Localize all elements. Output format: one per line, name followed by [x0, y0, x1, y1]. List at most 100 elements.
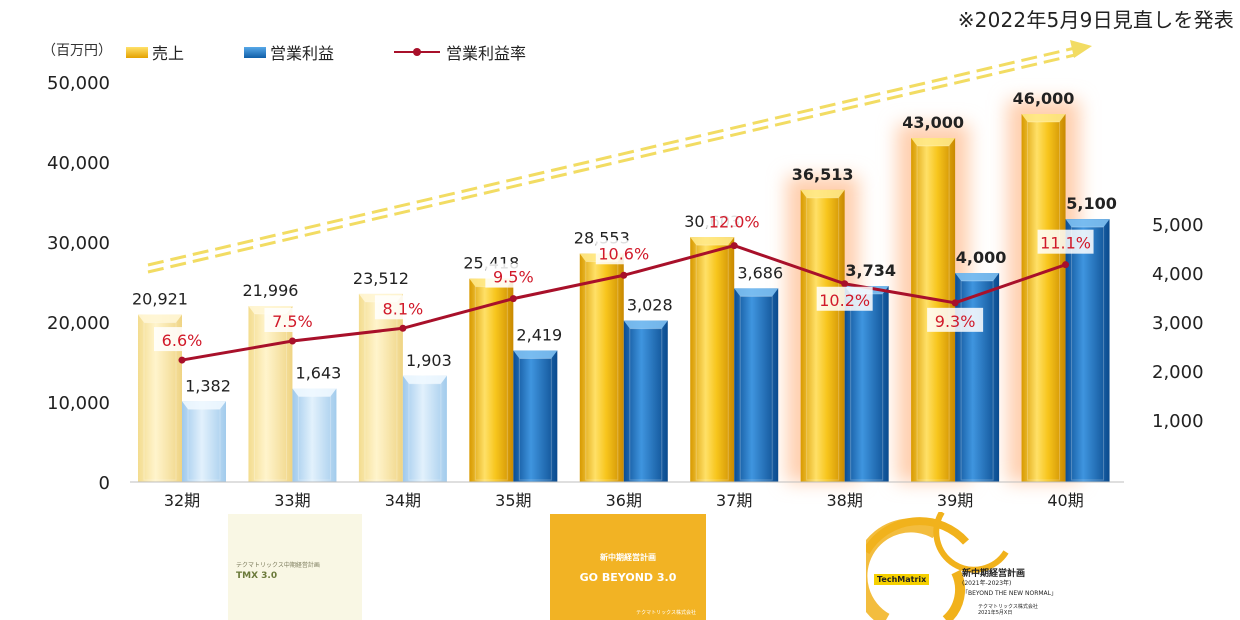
y-left-tick-label: 50,000 — [47, 73, 110, 94]
thumbnail-3-company: テクマトリックス株式会社 — [978, 604, 1038, 610]
thumbnail-go-beyond-3-0: 新中期経営計画 GO BEYOND 3.0 テクマトリックス株式会社 — [550, 514, 706, 620]
op-margin-value-label: 12.0% — [709, 213, 760, 232]
x-tick-label: 34期 — [385, 491, 421, 510]
x-tick-label: 35期 — [495, 491, 531, 510]
bar-sales-2 — [358, 293, 403, 482]
op-margin-point-8 — [1062, 261, 1070, 269]
op-profit-value-label: 3,734 — [845, 261, 896, 280]
trend-arrow-head — [1070, 40, 1092, 58]
bar-op-profit-0 — [182, 401, 226, 482]
op-margin-point-5 — [730, 242, 738, 250]
op-margin-point-6 — [841, 280, 849, 288]
op-margin-point-2 — [399, 324, 407, 332]
op-margin-label-bg — [264, 308, 321, 332]
op-margin-value-label: 10.2% — [819, 291, 870, 310]
op-margin-point-0 — [178, 356, 186, 364]
revision-note: ※2022年5月9日見直しを発表 — [957, 8, 1234, 32]
op-profit-value-label: 5,100 — [1066, 194, 1117, 213]
op-margin-value-label: 6.6% — [162, 331, 203, 350]
x-tick-label: 38期 — [826, 491, 862, 510]
thumbnail-1-title: テクマトリックス中期経営計画 — [236, 562, 320, 569]
op-margin-label-bg — [927, 307, 984, 332]
y-left-tick-label: 40,000 — [47, 153, 110, 174]
op-margin-point-1 — [288, 337, 296, 345]
x-tick-label: 33期 — [274, 491, 310, 510]
thumbnail-3-date: 2021年5月X日 — [978, 610, 1013, 616]
bar-sales-3 — [469, 278, 514, 482]
op-margin-label-bg — [154, 327, 210, 352]
bar-op-profit-2 — [402, 375, 447, 482]
y-right-tick-label: 4,000 — [1152, 264, 1204, 285]
thumbnail-1-subtitle: TMX 3.0 — [236, 571, 278, 581]
op-margin-label-bg — [1037, 229, 1094, 254]
sales-value-label: 36,513 — [792, 165, 854, 184]
op-margin-value-label: 10.6% — [598, 244, 649, 263]
op-margin-point-7 — [951, 299, 959, 307]
y-left-tick-label: 30,000 — [47, 233, 110, 254]
thumbnail-3-slogan: 「BEYOND THE NEW NORMAL」 — [962, 590, 1057, 597]
op-margin-label-bg — [706, 208, 763, 233]
op-margin-label-bg — [485, 263, 542, 288]
thumbnail-3-company-date: テクマトリックス株式会社 2021年5月X日 — [978, 604, 1038, 616]
y-right-tick-label: 5,000 — [1152, 215, 1204, 236]
legend-swatch-op-profit — [244, 46, 267, 58]
sales-value-label: 23,512 — [353, 269, 409, 288]
x-tick-label: 36期 — [606, 491, 642, 510]
op-profit-value-label: 1,643 — [296, 363, 342, 382]
bar-op-profit-4 — [623, 320, 668, 482]
y-left-tick-label: 20,000 — [47, 313, 110, 334]
y-right-tick-label: 1,000 — [1152, 411, 1204, 432]
legend-item-op-profit: 営業利益 — [244, 40, 334, 64]
op-profit-value-label: 2,419 — [516, 325, 562, 344]
x-tick-label: 40期 — [1047, 491, 1083, 510]
op-margin-label-bg — [595, 240, 652, 265]
sales-value-label: 43,000 — [902, 113, 964, 132]
bar-sales-6 — [800, 189, 845, 482]
bar-op-profit-5 — [734, 288, 779, 482]
bar-op-profit-3 — [513, 350, 558, 482]
y-left-tick-label: 10,000 — [47, 393, 110, 414]
y-right-tick-label: 2,000 — [1152, 362, 1204, 383]
thumbnail-2-footer: テクマトリックス株式会社 — [636, 610, 696, 616]
thumbnail-3-years: (2021年-2023年) — [962, 580, 1012, 587]
x-tick-label: 37期 — [716, 491, 752, 510]
op-margin-label-bg — [816, 286, 873, 311]
unit-label: （百万円） — [42, 43, 112, 59]
op-margin-label-bg — [374, 295, 431, 320]
thumbnail-3-title: 新中期経営計画 — [962, 569, 1026, 579]
bar-sales-4 — [579, 253, 624, 482]
bar-op-profit-1 — [292, 388, 337, 482]
thumbnail-2-subtitle: GO BEYOND 3.0 — [579, 571, 677, 584]
sales-value-label: 46,000 — [1013, 89, 1075, 108]
legend-label-op-profit: 営業利益 — [270, 44, 335, 63]
op-margin-value-label: 9.5% — [493, 268, 534, 287]
bar-sales-1 — [248, 306, 293, 482]
op-profit-value-label: 3,686 — [737, 263, 783, 282]
legend: 売上 営業利益 営業利益率 — [126, 40, 586, 64]
legend-label-sales: 売上 — [152, 44, 185, 63]
legend-swatch-sales — [126, 46, 148, 58]
sales-value-label: 20,921 — [132, 290, 188, 309]
legend-item-sales: 売上 — [126, 40, 184, 64]
op-margin-value-label: 8.1% — [383, 299, 424, 318]
techmatrix-logo: TechMatrix — [874, 574, 930, 585]
bar-sales-8 — [1021, 114, 1066, 482]
op-profit-value-label: 3,028 — [627, 296, 673, 315]
bar-op-profit-7 — [955, 273, 1000, 482]
y-left-tick-label: 0 — [99, 473, 110, 494]
op-profit-value-label: 4,000 — [956, 248, 1007, 267]
bar-sales-5 — [690, 237, 735, 482]
trend-arrow-line-b — [147, 53, 1076, 274]
thumbnail-tmx-3-0: テクマトリックス中期経営計画 TMX 3.0 — [228, 514, 362, 620]
legend-swatch-op-margin — [394, 46, 441, 58]
thumbnail-2-title: 新中期経営計画 — [600, 553, 656, 562]
y-right-tick-label: 3,000 — [1152, 313, 1204, 334]
op-margin-value-label: 9.3% — [935, 312, 976, 331]
op-profit-value-label: 1,382 — [185, 376, 231, 395]
op-margin-value-label: 7.5% — [272, 312, 313, 331]
op-profit-value-label: 1,903 — [406, 351, 452, 370]
bar-op-profit-8 — [1065, 219, 1110, 482]
x-tick-label: 39期 — [937, 491, 973, 510]
x-tick-label: 32期 — [164, 491, 200, 510]
